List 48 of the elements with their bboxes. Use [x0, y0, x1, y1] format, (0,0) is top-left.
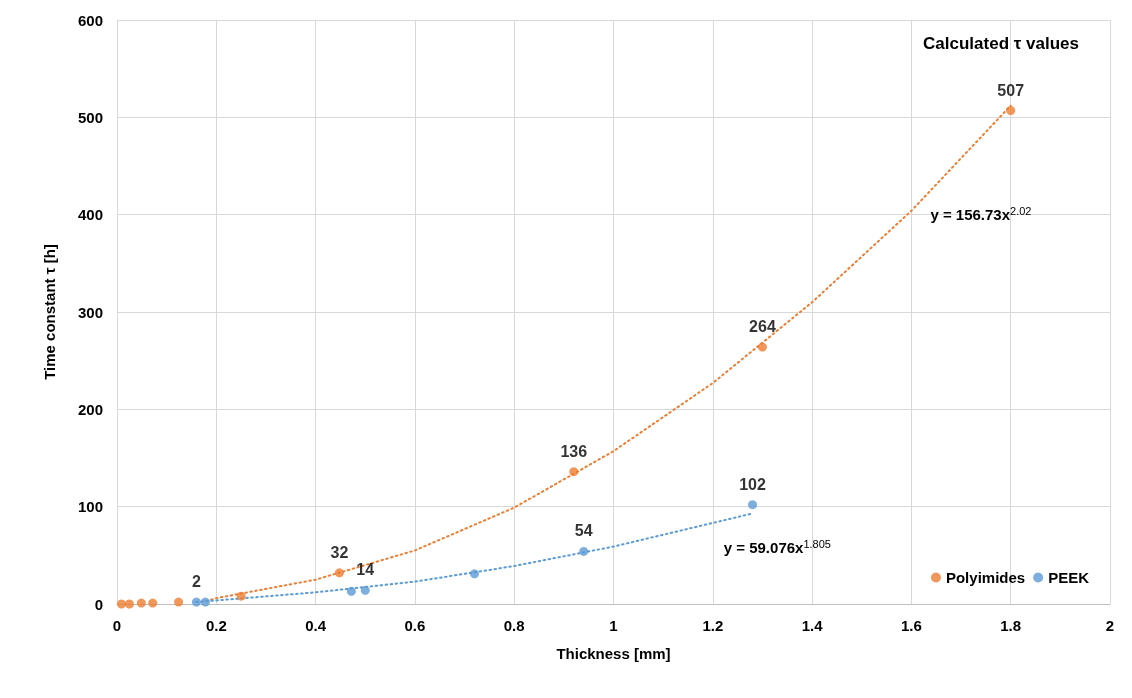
point: [579, 546, 589, 556]
y-axis-title: Time constant τ [h]: [41, 244, 58, 380]
data-label: 32: [330, 543, 349, 561]
data-label: 14: [356, 561, 375, 579]
point: [360, 585, 370, 595]
point: [1006, 106, 1016, 116]
data-label: 136: [560, 442, 588, 460]
x-tick-label: 2: [1105, 617, 1115, 634]
point: [191, 597, 201, 607]
x-tick-label: 0.4: [305, 617, 327, 634]
point: [569, 467, 579, 477]
point: [346, 586, 356, 596]
point: [748, 500, 758, 510]
x-tick-label: 0: [112, 617, 122, 634]
x-tick-label: 0.6: [404, 617, 426, 634]
y-tick-label: 0: [94, 595, 103, 613]
point: [136, 598, 146, 608]
y-tick-label: 400: [77, 206, 103, 224]
x-tick-label: 1.2: [702, 617, 724, 634]
y-tick-label: 300: [77, 303, 103, 321]
x-tick-label: 0.8: [503, 617, 525, 634]
point: [174, 597, 184, 607]
x-axis-title: Thickness [mm]: [556, 645, 671, 662]
point: [236, 591, 246, 601]
data-label: 507: [997, 81, 1025, 99]
x-tick-label: 1.8: [1000, 617, 1022, 634]
point: [124, 599, 134, 609]
data-label: 102: [739, 475, 766, 493]
data-label: 264: [749, 318, 776, 336]
y-tick-label: 600: [77, 11, 103, 29]
x-tick-label: 0.2: [205, 617, 227, 634]
legend-label: Polyimides: [945, 569, 1026, 586]
point: [757, 342, 767, 352]
y-tick-label: 500: [77, 108, 103, 126]
y-tick-label: 100: [77, 498, 103, 516]
legend-label: PEEK: [1048, 569, 1090, 586]
point: [469, 569, 479, 579]
point: [148, 598, 158, 608]
point: [334, 568, 344, 578]
text: Calculated τ values: [923, 34, 1080, 53]
point: [116, 599, 126, 609]
y-tick-label: 200: [77, 400, 103, 418]
data-label: 54: [574, 522, 593, 540]
x-tick-label: 1.4: [801, 617, 824, 634]
x-tick-label: 1.6: [900, 617, 922, 634]
x-tick-label: 1: [609, 617, 618, 634]
point: [200, 597, 210, 607]
data-label: 2: [191, 573, 201, 591]
